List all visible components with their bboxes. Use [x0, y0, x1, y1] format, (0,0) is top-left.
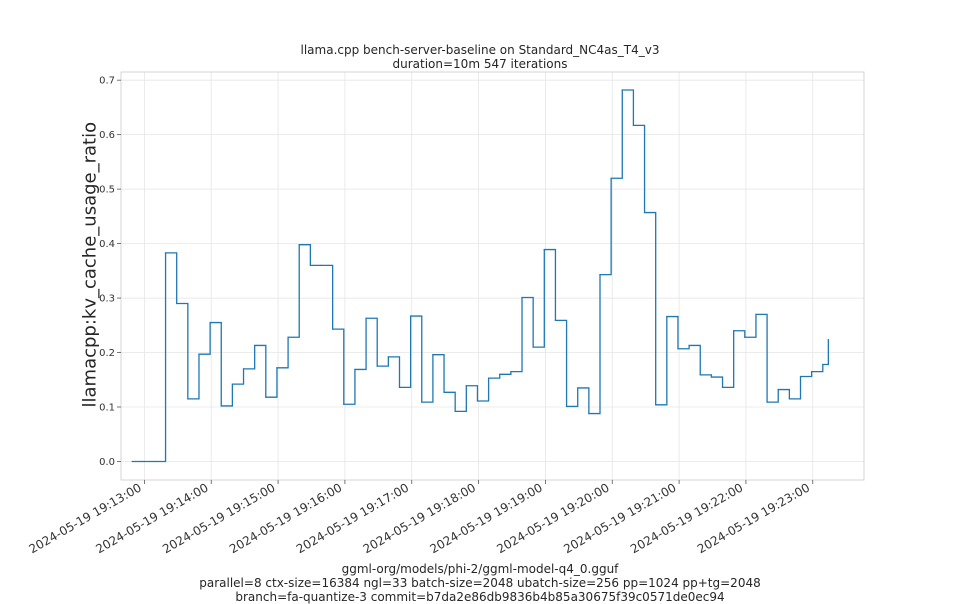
data-point — [666, 315, 668, 318]
data-point — [265, 396, 267, 398]
data-point — [354, 368, 356, 371]
x-tick-label: 2024-05-19 19:13:00 — [27, 480, 144, 556]
chart-title: llama.cpp bench-server-baseline on Stand… — [300, 43, 660, 57]
data-point — [476, 400, 479, 402]
data-point — [298, 244, 300, 246]
data-point — [799, 375, 802, 378]
data-point — [755, 313, 757, 316]
data-point — [699, 374, 701, 376]
data-point — [376, 365, 378, 367]
y-tick-label: 0.2 — [99, 348, 115, 359]
data-point — [276, 367, 278, 369]
data-point — [410, 315, 412, 317]
data-point — [543, 248, 545, 251]
y-tick-label: 0.7 — [99, 76, 115, 87]
data-point — [632, 124, 635, 126]
data-point — [242, 368, 245, 370]
data-point — [332, 328, 334, 330]
x-tick-label: 2024-05-19 19:14:00 — [93, 480, 210, 556]
data-point — [153, 460, 156, 463]
data-point — [443, 391, 445, 393]
data-point — [788, 398, 790, 400]
data-point — [432, 354, 434, 356]
data-point — [521, 296, 523, 299]
data-point — [532, 346, 534, 348]
y-tick-label: 0.4 — [99, 239, 115, 250]
data-point — [343, 403, 345, 405]
data-point — [721, 386, 724, 388]
data-point — [254, 344, 256, 347]
grid-layer — [121, 72, 864, 480]
data-point — [142, 460, 144, 463]
y-tick-label: 0.0 — [99, 457, 115, 468]
data-point — [588, 412, 590, 415]
series-line — [132, 89, 829, 463]
data-point — [811, 370, 813, 373]
data-point — [398, 386, 401, 388]
footer-branch: branch=fa-quantize-3 commit=b7da2e86db98… — [235, 590, 725, 604]
data-point — [176, 302, 178, 305]
footer-params: parallel=8 ctx-size=16384 ngl=33 batch-s… — [199, 576, 761, 590]
data-point — [688, 344, 690, 347]
y-tick-label: 0.5 — [99, 185, 115, 196]
data-point — [421, 401, 423, 403]
data-point — [499, 373, 501, 375]
y-tick-label: 0.1 — [99, 403, 115, 414]
data-point — [677, 348, 679, 350]
data-point — [231, 383, 233, 385]
data-point — [510, 370, 512, 373]
plot-frame — [120, 71, 865, 481]
data-point — [454, 410, 456, 412]
data-point — [766, 401, 768, 403]
data-point — [610, 177, 612, 179]
y-tick-label: 0.6 — [99, 130, 115, 141]
x-tick-label: 2024-05-19 19:18:00 — [361, 480, 478, 556]
data-point — [365, 317, 367, 319]
data-point — [599, 274, 601, 276]
data-point — [565, 405, 568, 408]
data-point — [777, 388, 779, 391]
x-tick-label: 2024-05-19 19:15:00 — [160, 480, 277, 556]
data-point — [387, 356, 389, 358]
x-tick-label: 2024-05-19 19:16:00 — [227, 480, 344, 556]
x-tick-label: 2024-05-19 19:19:00 — [428, 480, 545, 556]
data-point — [744, 336, 746, 338]
data-point — [131, 460, 133, 463]
x-tick-label: 2024-05-19 19:20:00 — [494, 480, 611, 556]
series-layer — [131, 89, 829, 463]
x-tick-label: 2024-05-19 19:23:00 — [695, 480, 812, 556]
data-point — [733, 330, 735, 332]
data-point — [209, 321, 211, 324]
footer-model: ggml-org/models/phi-2/ggml-model-q4_0.gg… — [341, 562, 619, 576]
chart-subtitle: duration=10m 547 iterations — [392, 57, 568, 71]
x-tick-label: 2024-05-19 19:21:00 — [561, 480, 678, 556]
data-point — [198, 353, 200, 355]
data-point — [710, 376, 712, 378]
data-point — [827, 338, 829, 341]
data-point — [465, 385, 467, 387]
data-point — [577, 387, 579, 389]
data-point — [554, 319, 557, 321]
data-point — [621, 89, 623, 91]
data-point — [320, 264, 323, 266]
data-point — [287, 336, 289, 338]
data-point — [643, 211, 646, 214]
data-point — [220, 405, 222, 407]
data-point — [655, 404, 657, 406]
x-tick-label: 2024-05-19 19:22:00 — [628, 480, 745, 556]
x-tick-label: 2024-05-19 19:17:00 — [294, 480, 411, 556]
data-point — [309, 264, 311, 266]
data-point — [187, 398, 189, 400]
data-point — [164, 252, 167, 254]
data-point — [488, 377, 490, 379]
data-point — [822, 363, 824, 366]
y-tick-label: 0.3 — [99, 294, 115, 305]
